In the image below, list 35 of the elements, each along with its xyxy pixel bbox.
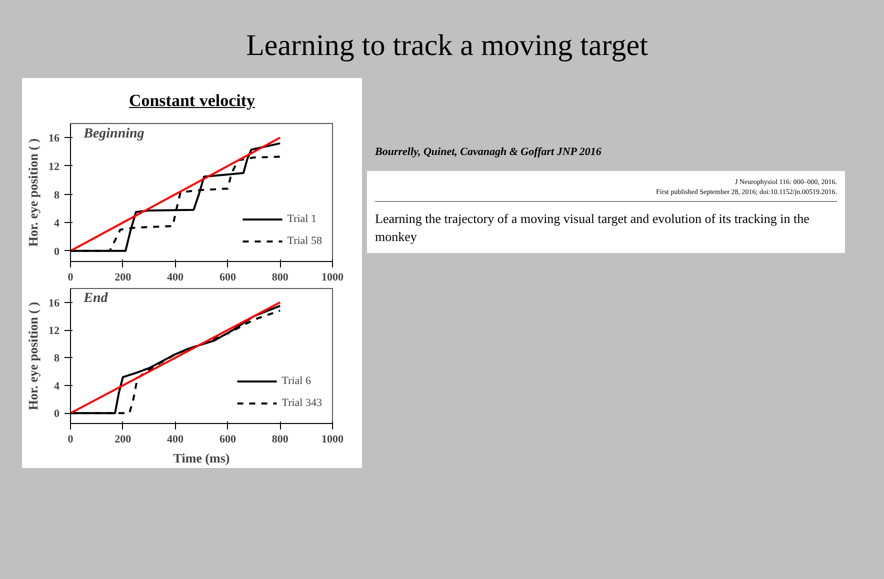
legend-label: Trial 6 (282, 375, 311, 387)
y-axis-title: Hor. eye position ( ) (26, 138, 40, 247)
y-tick-label: 16 (48, 132, 60, 145)
y-tick-label: 0 (54, 408, 60, 420)
x-tick-label: 1000 (322, 434, 344, 446)
x-tick-label: 0 (68, 272, 74, 284)
x-tick-label: 200 (114, 434, 132, 446)
x-tick-label: 600 (219, 434, 236, 446)
y-tick-label: 12 (48, 160, 60, 173)
y-tick-label: 4 (54, 380, 60, 392)
x-tick-label: 800 (272, 434, 289, 446)
y-tick-label: 8 (54, 352, 60, 365)
x-tick-label: 800 (272, 272, 289, 284)
chart-subtitle: Constant velocity (128, 91, 256, 110)
legend-label: Trial 58 (287, 235, 322, 247)
x-tick-label: 1000 (322, 272, 344, 284)
text: Learning to track a moving target (246, 28, 648, 64)
y-tick-label: 12 (48, 325, 60, 338)
y-tick-label: 8 (54, 189, 60, 202)
x-tick-label: 400 (167, 434, 184, 446)
x-tick-label: 200 (114, 272, 132, 284)
legend-label: Trial 1 (287, 213, 316, 225)
annotation: End (82, 291, 109, 306)
x-tick-label: 400 (167, 272, 184, 284)
legend-label: Trial 343 (282, 397, 322, 409)
annotation: Beginning (82, 126, 144, 142)
y-axis-title: Hor. eye position ( ) (26, 302, 40, 410)
text: Bourrelly, Quinet, Cavanagh & Goffart JNP 2016 (375, 145, 602, 160)
y-tick-label: 16 (48, 297, 60, 310)
text: Learning the trajectory of a moving visual target and evolution of its tracking in the monkey (375, 210, 810, 246)
x-tick-label: 0 (68, 434, 74, 446)
y-tick-label: 0 (54, 246, 60, 258)
x-tick-label: 600 (219, 272, 236, 284)
y-tick-label: 4 (54, 218, 60, 230)
x-axis-title: Time (ms) (173, 450, 230, 466)
